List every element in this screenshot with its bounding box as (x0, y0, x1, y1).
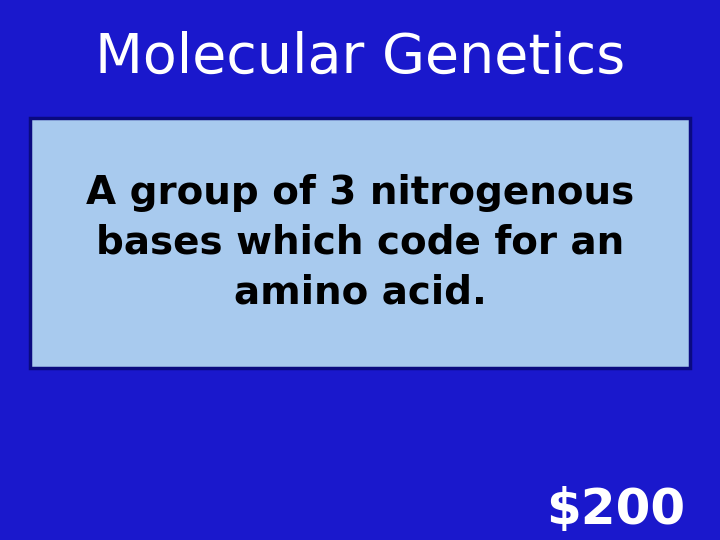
Text: A group of 3 nitrogenous
bases which code for an
amino acid.: A group of 3 nitrogenous bases which cod… (86, 174, 634, 312)
Text: $200: $200 (546, 486, 685, 534)
FancyBboxPatch shape (30, 118, 690, 368)
Text: Molecular Genetics: Molecular Genetics (95, 31, 625, 85)
